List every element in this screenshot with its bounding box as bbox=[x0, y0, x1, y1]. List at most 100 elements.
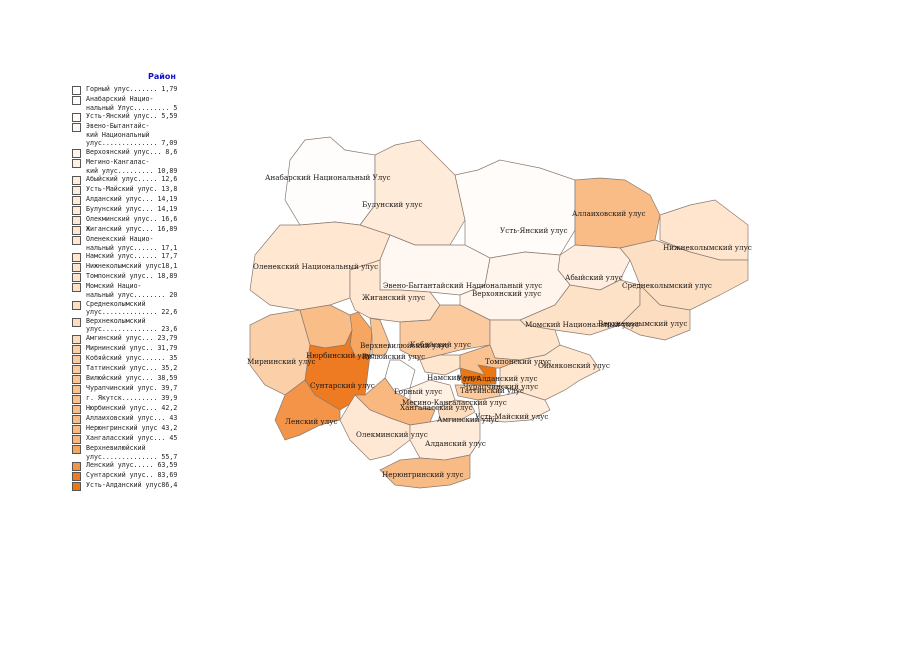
legend-item: Олекминский улус.. 16,6 bbox=[72, 215, 232, 226]
region-area bbox=[409, 419, 481, 461]
legend-item: Булунский улус... 14,19 bbox=[72, 205, 232, 216]
region-label: Горный улус bbox=[394, 387, 442, 396]
legend-label: Мирнинский улус.. 31,79 bbox=[86, 343, 178, 352]
region-label: Верхнеколымский улус bbox=[598, 319, 687, 328]
legend-label: г. Якутск......... 39,9 bbox=[86, 393, 178, 402]
legend-swatch bbox=[72, 414, 81, 424]
legend-label: Томпонский улус.. 18,89 bbox=[86, 272, 178, 281]
legend-label: Горный улус....... 1,79 bbox=[86, 85, 178, 93]
region-label: Среднеколымский улус bbox=[622, 281, 712, 290]
region-label: Сунтарский улус bbox=[310, 381, 375, 390]
legend-swatch bbox=[72, 434, 81, 444]
legend-label: Аллаиховский улус... 43 bbox=[86, 413, 178, 422]
legend-swatch bbox=[72, 158, 81, 168]
labels-layer: Анабарский Национальный Улус Булунский ул… bbox=[247, 173, 752, 479]
legend-label: Сунтарский улус.. 83,69 bbox=[86, 471, 178, 480]
region-label: Томпонский улус bbox=[485, 357, 551, 366]
region-label: Эвено-Бытантайский Национальный улус bbox=[383, 281, 542, 290]
region-label: Верхневилюйский улус bbox=[360, 341, 449, 350]
legend-swatch bbox=[72, 472, 81, 482]
legend-label: Мегино-Кангалас- кий улус......... 10,89 bbox=[86, 157, 178, 175]
region-label: Жиганский улус bbox=[362, 293, 425, 302]
region-label: Нюрбинский улус bbox=[306, 351, 374, 360]
legend-label: Ленский улус..... 63,59 bbox=[86, 461, 178, 470]
legend-label: Вилюйский улус... 38,59 bbox=[86, 373, 178, 382]
legend-item: Алданский улус... 14,19 bbox=[72, 195, 232, 206]
legend-item: Амгинский улус... 23,79 bbox=[72, 334, 232, 344]
region-area bbox=[349, 259, 441, 323]
legend-swatch bbox=[72, 196, 81, 206]
legend-item: Нижнеколымский улус18,1 bbox=[72, 262, 232, 273]
legend-label: Усть-Алданский улус86,4 bbox=[86, 481, 178, 490]
region-label: Нерюнгринский улус bbox=[382, 470, 464, 479]
legend-swatch bbox=[72, 176, 81, 186]
legend-item: Ленский улус..... 63,59 bbox=[72, 461, 232, 472]
legend-label: Анабарский Нацио- нальный Улус......... … bbox=[86, 95, 178, 112]
region-label: Оймяконский улус bbox=[538, 361, 610, 370]
region-label: Амгинский улус bbox=[437, 415, 499, 424]
legend-swatch bbox=[72, 253, 81, 263]
legend-item: Аллаиховский улус... 43 bbox=[72, 414, 232, 424]
region-area bbox=[477, 391, 551, 423]
legend-label: Хангаласский улус... 45 bbox=[86, 433, 178, 442]
region-label: Олекминский улус bbox=[356, 430, 428, 439]
legend-item: Усть-Алданский улус86,4 bbox=[72, 481, 232, 492]
region-label: Абыйский улус bbox=[565, 273, 623, 282]
legend-item: Хангаласский улус... 45 bbox=[72, 434, 232, 444]
legend-item: Момский Нацио- нальный улус........ 20 bbox=[72, 282, 232, 299]
legend-swatch bbox=[72, 206, 81, 216]
region-area bbox=[619, 239, 749, 311]
legend-label: Среднеколымский улус.............. 22,6 bbox=[86, 299, 178, 317]
legend-swatch bbox=[72, 236, 81, 246]
legend-item: Мегино-Кангалас- кий улус......... 10,89 bbox=[72, 158, 232, 175]
region-label: Мирнинский улус bbox=[247, 357, 316, 366]
legend-swatch bbox=[72, 148, 81, 158]
legend-label: Олекминский улус.. 16,6 bbox=[86, 215, 178, 224]
legend-item: Нюрбинский улус... 42,2 bbox=[72, 404, 232, 414]
legend-swatch bbox=[72, 424, 81, 434]
legend-label: Усть-Янский улус.. 5,59 bbox=[86, 112, 178, 121]
legend-item: г. Якутск......... 39,9 bbox=[72, 394, 232, 404]
legend-swatch bbox=[72, 300, 81, 310]
legend-item: Горный улус....... 1,79 bbox=[72, 85, 232, 95]
region-area bbox=[454, 159, 576, 259]
legend-label: Алданский улус... 14,19 bbox=[86, 195, 178, 204]
legend-item: Томпонский улус.. 18,89 bbox=[72, 272, 232, 283]
legend-item: Мирнинский улус.. 31,79 bbox=[72, 344, 232, 354]
legend-label: Намский улус...... 17,7 bbox=[86, 252, 178, 261]
legend-swatch bbox=[72, 374, 81, 384]
region-label: Чурапчинский улус bbox=[463, 382, 538, 391]
legend-item: Усть-Янский улус.. 5,59 bbox=[72, 112, 232, 123]
region-label: Верхоянский улус bbox=[472, 289, 541, 298]
region-label: Усть-Янский улус bbox=[500, 226, 568, 235]
region-label: Хангаласский улус bbox=[400, 403, 473, 412]
region-area bbox=[379, 454, 471, 489]
legend-item: Вилюйский улус... 38,59 bbox=[72, 374, 232, 384]
region-label: Усть-Майский улус bbox=[475, 412, 548, 421]
region-label: Усть-Алданский улус bbox=[457, 374, 537, 383]
legend-label: Верхоянский улус... 8,6 bbox=[86, 147, 178, 156]
legend-label: Усть-Майский улус. 13,8 bbox=[86, 185, 178, 194]
legend-label: Верхневилюйский улус.............. 55,7 bbox=[86, 443, 178, 461]
region-area bbox=[574, 177, 661, 249]
legend-swatch bbox=[72, 96, 81, 105]
legend-item: Кобяйский улус...... 35 bbox=[72, 354, 232, 364]
legend-item: Оленекский Нацио- нальный улус...... 17,… bbox=[72, 235, 232, 252]
legend-swatch bbox=[72, 384, 81, 394]
legend-swatch bbox=[72, 86, 81, 95]
legend-item: Намский улус...... 17,7 bbox=[72, 252, 232, 263]
legend-label: Верхнеколымский улус.............. 23,6 bbox=[86, 316, 178, 334]
regions-layer bbox=[249, 136, 749, 489]
region-label: Мегино-Кангаласский улус bbox=[402, 398, 507, 407]
region-label: Булунский улус bbox=[362, 200, 423, 209]
region-label: Таттинский улус bbox=[460, 386, 524, 395]
legend-item: Нерюнгринский улус 43,2 bbox=[72, 424, 232, 434]
region-label: Нижнеколымский улус bbox=[663, 243, 752, 252]
legend-swatch bbox=[72, 364, 81, 374]
legend-swatch bbox=[72, 354, 81, 364]
region-label: Алданский улус bbox=[425, 439, 486, 448]
legend-label: Амгинский улус... 23,79 bbox=[86, 333, 178, 342]
legend-label: Оленекский Нацио- нальный улус...... 17,… bbox=[86, 235, 178, 252]
region-label: Аллаиховский улус bbox=[572, 209, 646, 218]
